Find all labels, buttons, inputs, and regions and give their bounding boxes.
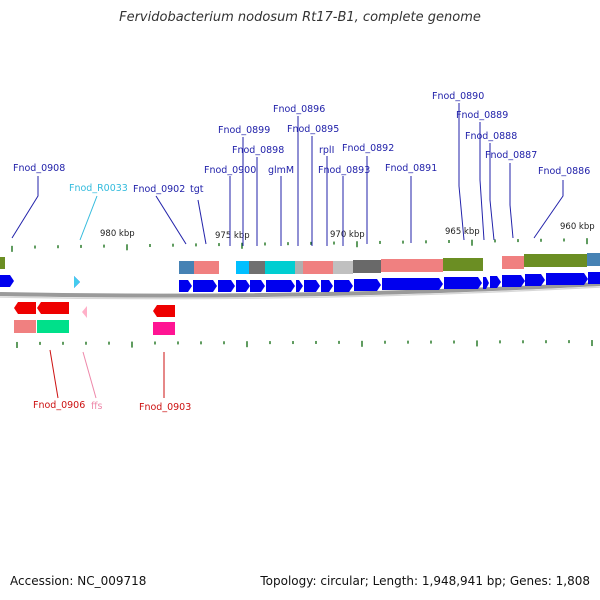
- lower-label-leaders: [49, 349, 165, 399]
- accession-text: Accession: NC_009718: [10, 574, 147, 588]
- gene-label[interactable]: Fnod_0891: [385, 163, 437, 174]
- scale-label-965: 965 kbp: [445, 227, 480, 237]
- gene-label[interactable]: Fnod_0886: [538, 166, 590, 177]
- gene-label[interactable]: Fnod_0899: [218, 125, 270, 136]
- cog-band-reverse: [14, 320, 175, 335]
- upper-gene-labels: Fnod_0908 Fnod_R0033 Fnod_0902 tgt Fnod_…: [13, 91, 590, 195]
- upper-label-leaders: [11, 103, 564, 246]
- gene-label[interactable]: Fnod_0900: [204, 165, 256, 176]
- genome-backbone: [0, 282, 600, 298]
- gene-label[interactable]: Fnod_0902: [133, 184, 185, 195]
- scale-label-960: 960 kbp: [560, 222, 595, 232]
- lower-scale-ticks: [16, 340, 593, 348]
- gene-label[interactable]: Fnod_0898: [232, 145, 284, 156]
- forward-genes: [0, 272, 600, 292]
- gene-label[interactable]: ffs: [91, 401, 103, 412]
- genome-title: Fervidobacterium nodosum Rt17-B1, comple…: [119, 10, 481, 25]
- gene-label[interactable]: Fnod_0888: [465, 131, 517, 142]
- gene-label[interactable]: Fnod_0908: [13, 163, 65, 174]
- trna-arrow: [74, 276, 80, 288]
- genome-backbone-shadow: [0, 286, 600, 300]
- gene-label[interactable]: Fnod_0889: [456, 110, 508, 121]
- gene-label[interactable]: Fnod_0893: [318, 165, 370, 176]
- gene-label[interactable]: Fnod_0895: [287, 124, 339, 135]
- reverse-genes: [14, 302, 175, 317]
- lower-gene-labels: Fnod_0906 ffs Fnod_0903: [33, 400, 191, 413]
- cog-band-forward: [0, 253, 600, 274]
- scale-label-975: 975 kbp: [215, 231, 250, 241]
- scale-label-980: 980 kbp: [100, 229, 135, 239]
- gene-label[interactable]: Fnod_0906: [33, 400, 85, 411]
- gene-label[interactable]: glmM: [268, 165, 294, 176]
- upper-scale-ticks: [11, 238, 588, 252]
- scale-label-970: 970 kbp: [330, 230, 365, 240]
- genome-summary-text: Topology: circular; Length: 1,948,941 bp…: [260, 574, 590, 588]
- gene-label[interactable]: Fnod_0887: [485, 150, 537, 161]
- gene-label[interactable]: tgt: [190, 184, 204, 195]
- gene-label[interactable]: Fnod_0903: [139, 402, 191, 413]
- gene-label[interactable]: rplI: [319, 145, 334, 156]
- gene-label[interactable]: Fnod_0892: [342, 143, 394, 154]
- gene-label[interactable]: Fnod_R0033: [69, 183, 128, 194]
- ncrna-arrow: [82, 306, 87, 318]
- gene-label[interactable]: Fnod_0890: [432, 91, 484, 102]
- gene-label[interactable]: Fnod_0896: [273, 104, 325, 115]
